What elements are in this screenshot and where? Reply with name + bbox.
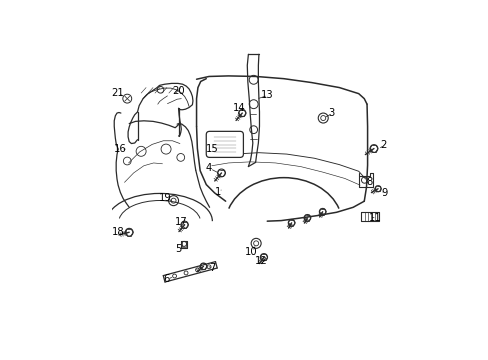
Text: 5: 5 <box>174 244 181 254</box>
Text: 20: 20 <box>172 86 184 96</box>
Text: 15: 15 <box>205 144 218 154</box>
Text: 4: 4 <box>205 163 211 174</box>
Text: 10: 10 <box>244 247 257 257</box>
Text: 21: 21 <box>111 87 124 98</box>
FancyBboxPatch shape <box>206 131 243 157</box>
Text: 1: 1 <box>214 187 221 197</box>
Text: 3: 3 <box>328 108 334 118</box>
Text: 13: 13 <box>260 90 272 100</box>
Text: 8: 8 <box>366 177 372 187</box>
Text: 18: 18 <box>112 227 124 237</box>
Text: 9: 9 <box>380 188 386 198</box>
Text: 16: 16 <box>113 144 126 154</box>
Text: 14: 14 <box>233 103 245 113</box>
Text: 17: 17 <box>174 217 187 227</box>
Text: 19: 19 <box>159 193 171 203</box>
Text: 6: 6 <box>163 274 169 284</box>
Text: 2: 2 <box>379 140 386 150</box>
Text: 12: 12 <box>255 256 267 266</box>
Text: 7: 7 <box>209 263 215 273</box>
Text: 11: 11 <box>368 213 381 224</box>
